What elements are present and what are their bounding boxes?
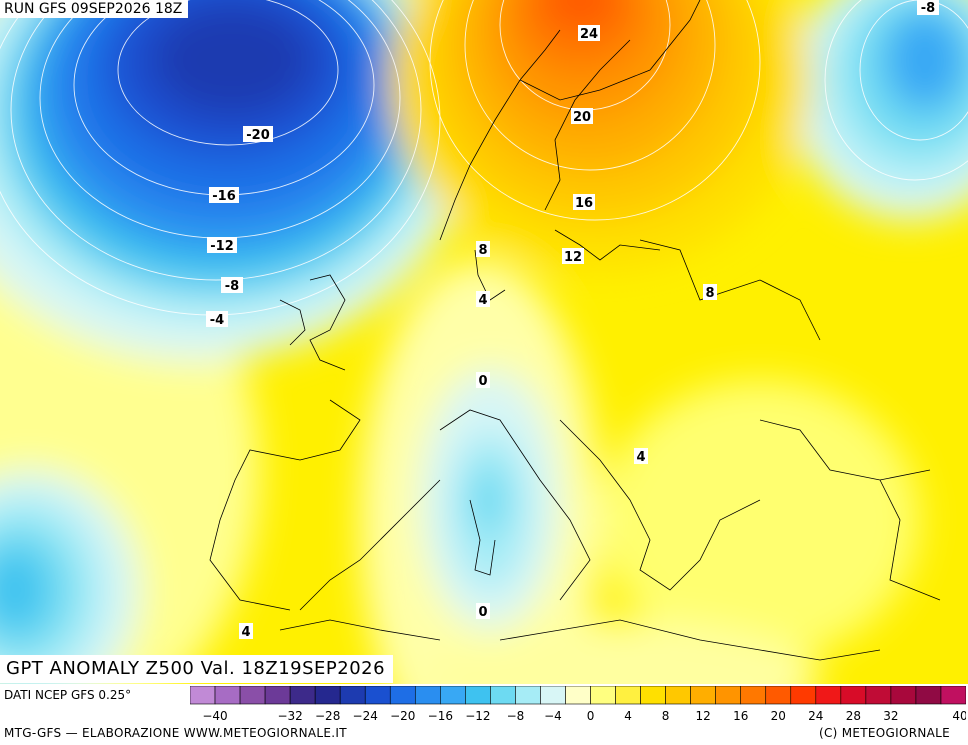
- scale-swatch: [765, 686, 792, 705]
- scale-swatch: [214, 686, 241, 705]
- scale-swatch: [815, 686, 842, 705]
- scale-tick-label: −40: [202, 709, 227, 723]
- scale-swatch: [840, 686, 867, 705]
- scale-swatches: [190, 686, 966, 705]
- scale-swatch: [865, 686, 892, 705]
- contour-labels: 24 20 16 12 8 8 4 0 4 0 4 -20 -16 -12 -8 -4 -8: [206, 0, 939, 640]
- scale-swatch: [540, 686, 566, 705]
- scale-swatch: [339, 686, 366, 705]
- contour-label-text: 4: [636, 450, 645, 465]
- credit-left: MTG-GFS — ELABORAZIONE WWW.METEOGIORNALE…: [4, 726, 347, 740]
- scale-swatch: [590, 686, 616, 705]
- scale-tick-label: 20: [771, 709, 786, 723]
- contour-label-text: 8: [705, 286, 714, 301]
- contour-label-text: 16: [575, 196, 593, 211]
- contour-label: 24: [578, 25, 600, 42]
- scale-swatch: [890, 686, 917, 705]
- contour-label-text: -8: [225, 279, 239, 294]
- scale-tick-label: −20: [390, 709, 415, 723]
- scale-tick-label: −4: [544, 709, 562, 723]
- credit-right: (C) METEOGIORNALE: [818, 726, 950, 740]
- scale-swatch: [915, 686, 942, 705]
- scale-swatch: [440, 686, 466, 705]
- scale-swatch: [665, 686, 691, 705]
- contour-label: -8: [221, 277, 243, 294]
- contour-label-text: 4: [241, 625, 250, 640]
- scale-tick-label: −16: [428, 709, 453, 723]
- scale-tick-label: −8: [507, 709, 525, 723]
- contour-label-text: 0: [478, 374, 487, 389]
- contour-label-text: 8: [478, 243, 487, 258]
- scale-tick-label: −32: [277, 709, 302, 723]
- contour-label: 4: [476, 291, 490, 308]
- scale-swatch: [565, 686, 591, 705]
- contour-label-text: 20: [573, 110, 591, 125]
- contour-label: -16: [209, 187, 239, 204]
- scale-swatch: [740, 686, 767, 705]
- scale-swatch: [289, 686, 316, 705]
- contour-label-text: 4: [478, 293, 487, 308]
- scale-tick-label: 32: [883, 709, 898, 723]
- scale-tick-label: 28: [846, 709, 861, 723]
- contour-label-text: -12: [210, 239, 234, 254]
- run-title: RUN GFS 09SEP2026 18Z: [0, 0, 189, 18]
- scale-tick-label: 40: [952, 709, 966, 723]
- contour-label: 20: [571, 108, 593, 125]
- contour-label: 0: [476, 372, 490, 389]
- scale-swatch: [190, 686, 216, 705]
- scale-swatch: [790, 686, 817, 705]
- scale-swatch: [615, 686, 641, 705]
- contour-label-text: 0: [478, 605, 487, 620]
- color-scale: −40 −32 −28 −24 −20 −16 −12 −8 −4 0 4 8 12 16 20 24 28 32…: [190, 686, 966, 723]
- scale-tick-label: 8: [662, 709, 670, 723]
- contour-label: 4: [634, 448, 648, 465]
- scale-tick-label: 16: [733, 709, 748, 723]
- scale-tick-label: 0: [587, 709, 595, 723]
- anomaly-field: [0, 0, 968, 684]
- contour-label: 8: [476, 241, 490, 258]
- contour-label-text: 24: [580, 27, 598, 42]
- contour-label: 0: [476, 603, 490, 620]
- anomaly-map: 24 20 16 12 8 8 4 0 4 0 4 -20 -16 -12 -8 -4 -8: [0, 0, 968, 684]
- contour-label: 8: [703, 284, 717, 301]
- contour-label-text: -16: [212, 189, 236, 204]
- contour-label: 16: [573, 194, 595, 211]
- contour-label: 4: [239, 623, 253, 640]
- scale-swatch: [515, 686, 541, 705]
- scale-tick-label: −24: [353, 709, 378, 723]
- contour-label-text: -8: [921, 1, 935, 16]
- contour-label: -8: [917, 0, 939, 16]
- scale-tick-label: −12: [465, 709, 490, 723]
- scale-tick-label: 4: [624, 709, 632, 723]
- scale-swatch: [690, 686, 716, 705]
- scale-swatch: [640, 686, 666, 705]
- scale-swatch: [414, 686, 441, 705]
- scale-swatch: [264, 686, 291, 705]
- scale-swatch: [314, 686, 341, 705]
- scale-swatch: [465, 686, 491, 705]
- scale-swatch: [940, 686, 966, 705]
- scale-swatch: [364, 686, 391, 705]
- contour-label-text: -20: [246, 128, 270, 143]
- coastlines: [209, 0, 941, 661]
- contour-label-text: -4: [210, 313, 224, 328]
- map-title: GPT ANOMALY Z500 Val. 18Z19SEP2026: [0, 655, 394, 683]
- scale-swatch: [389, 686, 416, 705]
- contour-label: -4: [206, 311, 228, 328]
- contour-label: -20: [243, 126, 273, 143]
- scale-swatch: [715, 686, 742, 705]
- contour-label-text: 12: [564, 250, 582, 265]
- scale-swatch: [239, 686, 266, 705]
- scale-tick-label: 24: [808, 709, 823, 723]
- scale-swatch: [490, 686, 516, 705]
- scale-tick-label: −28: [315, 709, 340, 723]
- scale-tick-label: 12: [696, 709, 711, 723]
- contour-label: -12: [207, 237, 237, 254]
- scale-ticks: −40 −32 −28 −24 −20 −16 −12 −8 −4 0 4 8 12 16 20 24 28 32…: [202, 709, 966, 723]
- data-source: DATI NCEP GFS 0.25°: [4, 688, 132, 702]
- contour-label: 12: [562, 248, 584, 265]
